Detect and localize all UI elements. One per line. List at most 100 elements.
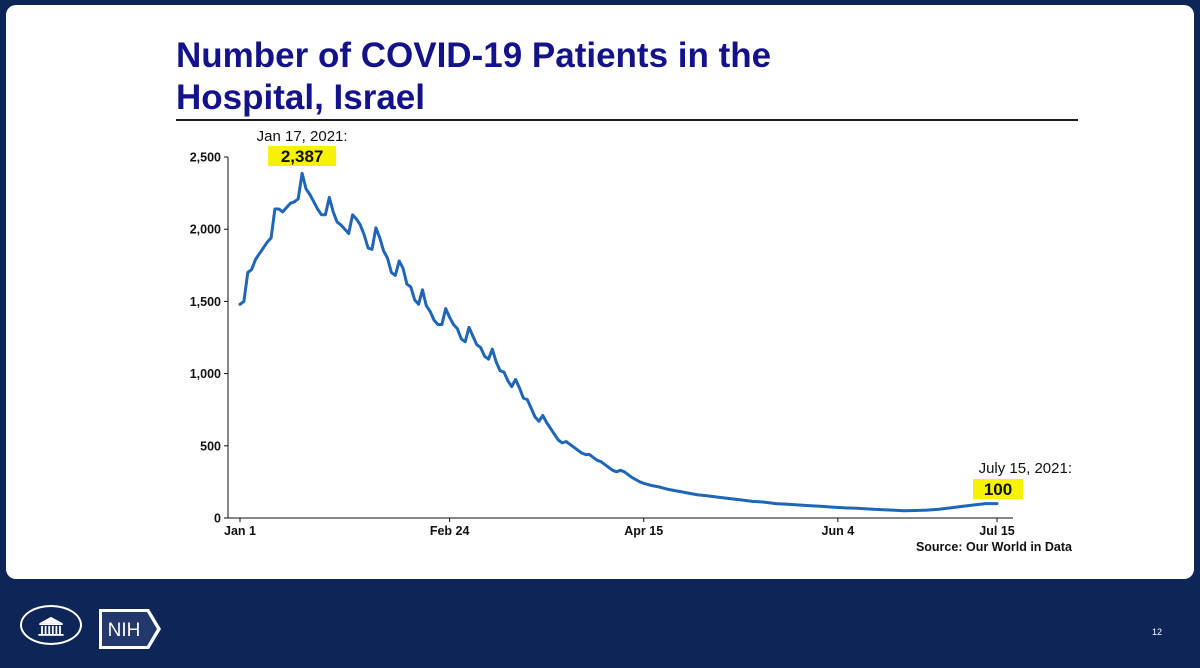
x-axis: Jan 1 Feb 24 Apr 15 Jun 4 Jul 15 xyxy=(224,517,1015,538)
data-point xyxy=(561,441,564,445)
data-point xyxy=(658,485,661,489)
data-point xyxy=(254,258,257,261)
x-tick-label: Jul 15 xyxy=(979,524,1014,538)
data-point xyxy=(568,443,572,446)
data-point xyxy=(366,246,370,250)
data-point xyxy=(285,206,288,209)
data-point xyxy=(856,507,859,510)
data-point xyxy=(332,210,335,214)
data-point xyxy=(238,303,242,306)
x-tick-label: Jan 1 xyxy=(224,524,256,538)
hospitalization-line-chart: 0 500 1,000 1,500 2,000 2,500 Jan 1 Feb 24 Apr … xyxy=(190,128,1073,554)
data-point xyxy=(316,207,319,211)
data-point xyxy=(432,319,436,322)
data-point xyxy=(502,371,506,374)
data-point xyxy=(343,228,346,231)
data-point xyxy=(266,241,269,244)
data-point xyxy=(413,298,416,302)
data-point xyxy=(797,503,801,507)
data-point xyxy=(902,509,905,512)
y-axis: 0 500 1,000 1,500 2,000 2,500 xyxy=(190,151,229,526)
data-point xyxy=(401,267,405,270)
source-note: Source: Our World in Data xyxy=(916,540,1073,554)
data-point xyxy=(328,196,331,199)
data-point xyxy=(739,498,742,502)
data-point xyxy=(464,340,467,343)
data-point xyxy=(580,451,583,455)
data-point xyxy=(716,495,719,499)
data-point xyxy=(960,505,964,508)
slide-card: Number of COVID-19 Patients in the Hospi… xyxy=(6,5,1194,579)
data-point xyxy=(405,282,409,286)
data-point xyxy=(786,503,789,506)
data-point xyxy=(650,484,653,487)
data-point xyxy=(440,323,444,326)
data-point xyxy=(355,217,358,221)
data-point xyxy=(599,460,603,463)
data-point xyxy=(460,337,463,341)
data-point xyxy=(370,248,374,251)
data-point xyxy=(487,358,490,361)
data-point xyxy=(844,506,847,510)
data-point xyxy=(390,271,393,274)
y-tick-label: 1,500 xyxy=(190,295,221,309)
data-point xyxy=(553,433,556,436)
data-point xyxy=(832,506,836,509)
data-point xyxy=(448,316,451,319)
data-point xyxy=(530,407,533,410)
data-point xyxy=(592,456,595,459)
data-point xyxy=(572,446,576,449)
data-point xyxy=(483,355,486,358)
data-point xyxy=(281,210,284,214)
data-point xyxy=(925,508,929,512)
peak-annotation-value: 2,387 xyxy=(281,147,324,166)
end-annotation-label: July 15, 2021: xyxy=(979,460,1072,477)
data-point xyxy=(584,453,587,456)
data-point xyxy=(335,220,339,224)
slide-footer: NIH 12 xyxy=(0,580,1200,668)
data-point xyxy=(498,369,502,372)
data-point xyxy=(277,207,280,211)
data-point xyxy=(351,213,354,216)
data-point xyxy=(704,494,707,497)
slide-title-line-1: Number of COVID-19 Patients in the xyxy=(176,36,772,75)
data-point xyxy=(611,469,614,472)
data-point xyxy=(619,469,622,472)
data-point xyxy=(258,252,261,255)
y-tick-label: 1,000 xyxy=(190,367,221,381)
data-point xyxy=(293,200,296,203)
data-point xyxy=(774,502,777,505)
data-point xyxy=(588,453,591,456)
data-point xyxy=(425,304,428,307)
data-point xyxy=(603,463,607,466)
data-point xyxy=(297,197,300,201)
data-point xyxy=(867,507,871,511)
data-point xyxy=(689,492,692,495)
slide-title: Number of COVID-19 Patients in the Hospi… xyxy=(176,35,1076,119)
data-point xyxy=(522,396,525,400)
y-tick-label: 0 xyxy=(214,512,221,526)
data-point xyxy=(308,193,312,196)
annotations-layer: Jan 17, 2021: 2,387 July 15, 2021: 100 xyxy=(257,128,1072,499)
data-point xyxy=(429,310,432,313)
white-house-seal-icon xyxy=(20,605,82,645)
data-point xyxy=(374,226,378,229)
data-point xyxy=(347,232,350,235)
data-point xyxy=(545,421,548,424)
slide-title-line-2: Hospital, Israel xyxy=(176,78,425,117)
nih-logo-icon: NIH xyxy=(99,609,161,649)
nih-logo-text: NIH xyxy=(108,620,141,641)
peak-annotation-label: Jan 17, 2021: xyxy=(257,128,348,145)
data-point xyxy=(949,506,952,510)
data-point xyxy=(984,502,987,505)
data-point xyxy=(398,259,401,263)
data-point xyxy=(514,378,517,381)
data-point xyxy=(576,448,579,452)
data-point xyxy=(638,480,642,484)
data-point xyxy=(564,440,568,443)
data-point xyxy=(273,207,277,211)
data-point xyxy=(665,487,669,491)
data-point xyxy=(533,415,537,419)
data-point xyxy=(607,466,610,469)
peak-value-highlight xyxy=(268,146,337,166)
